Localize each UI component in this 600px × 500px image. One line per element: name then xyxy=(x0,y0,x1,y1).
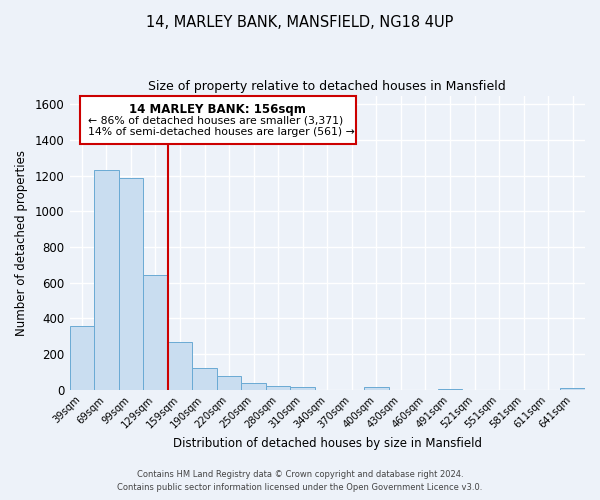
Bar xyxy=(241,383,266,390)
Text: 14, MARLEY BANK, MANSFIELD, NG18 4UP: 14, MARLEY BANK, MANSFIELD, NG18 4UP xyxy=(146,15,454,30)
Y-axis label: Number of detached properties: Number of detached properties xyxy=(15,150,28,336)
Bar xyxy=(143,274,168,390)
Title: Size of property relative to detached houses in Mansfield: Size of property relative to detached ho… xyxy=(148,80,506,93)
Bar xyxy=(94,170,119,390)
Bar xyxy=(290,387,315,390)
Bar xyxy=(192,368,217,390)
Bar xyxy=(70,326,94,390)
Bar xyxy=(438,388,462,390)
Bar xyxy=(217,376,241,390)
X-axis label: Distribution of detached houses by size in Mansfield: Distribution of detached houses by size … xyxy=(173,437,482,450)
Text: 14% of semi-detached houses are larger (561) →: 14% of semi-detached houses are larger (… xyxy=(88,127,355,137)
Bar xyxy=(168,342,192,390)
Bar xyxy=(119,178,143,390)
Text: Contains HM Land Registry data © Crown copyright and database right 2024.
Contai: Contains HM Land Registry data © Crown c… xyxy=(118,470,482,492)
Text: ← 86% of detached houses are smaller (3,371): ← 86% of detached houses are smaller (3,… xyxy=(88,116,343,126)
Bar xyxy=(560,388,585,390)
FancyBboxPatch shape xyxy=(80,96,356,144)
Text: 14 MARLEY BANK: 156sqm: 14 MARLEY BANK: 156sqm xyxy=(130,103,306,116)
Bar xyxy=(364,388,389,390)
Bar xyxy=(266,386,290,390)
